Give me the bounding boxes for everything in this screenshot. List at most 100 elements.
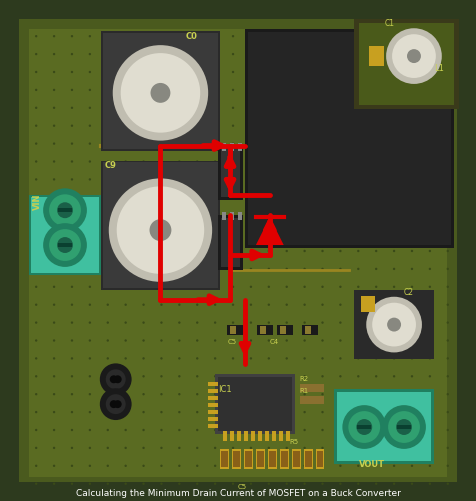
Circle shape — [446, 322, 449, 324]
Bar — [58, 208, 72, 212]
Circle shape — [89, 214, 91, 216]
Circle shape — [35, 35, 38, 38]
Circle shape — [357, 464, 359, 467]
Circle shape — [142, 268, 145, 270]
Circle shape — [339, 71, 342, 73]
Circle shape — [250, 429, 252, 431]
Circle shape — [109, 178, 212, 282]
Circle shape — [372, 303, 416, 347]
Circle shape — [35, 178, 38, 180]
Text: R2: R2 — [299, 376, 309, 382]
Circle shape — [286, 214, 288, 216]
Circle shape — [286, 411, 288, 413]
Circle shape — [232, 357, 234, 360]
Circle shape — [232, 35, 234, 38]
Circle shape — [107, 71, 109, 73]
Circle shape — [89, 339, 91, 342]
Circle shape — [71, 232, 73, 234]
Circle shape — [321, 107, 324, 109]
Circle shape — [214, 375, 216, 377]
Circle shape — [53, 196, 55, 198]
Circle shape — [286, 286, 288, 288]
Circle shape — [196, 304, 198, 306]
Circle shape — [357, 411, 359, 413]
Circle shape — [250, 196, 252, 198]
Circle shape — [178, 339, 180, 342]
Circle shape — [53, 447, 55, 449]
Circle shape — [214, 142, 216, 145]
Circle shape — [160, 447, 163, 449]
Circle shape — [124, 357, 127, 360]
Circle shape — [35, 89, 38, 91]
Bar — [361, 296, 375, 312]
Circle shape — [53, 286, 55, 288]
Circle shape — [178, 375, 180, 377]
Circle shape — [196, 214, 198, 216]
Circle shape — [214, 429, 216, 431]
Circle shape — [411, 196, 413, 198]
Circle shape — [53, 53, 55, 55]
Circle shape — [393, 196, 395, 198]
Circle shape — [411, 250, 413, 252]
Bar — [279, 431, 283, 441]
Circle shape — [35, 447, 38, 449]
Circle shape — [250, 268, 252, 270]
Circle shape — [357, 393, 359, 395]
Circle shape — [160, 196, 163, 198]
Circle shape — [250, 393, 252, 395]
Circle shape — [142, 429, 145, 431]
Circle shape — [53, 268, 55, 270]
Circle shape — [393, 268, 395, 270]
Circle shape — [160, 232, 163, 234]
Circle shape — [268, 286, 270, 288]
Bar — [248, 32, 451, 245]
Circle shape — [71, 71, 73, 73]
Bar — [218, 377, 292, 431]
Circle shape — [71, 411, 73, 413]
Circle shape — [196, 375, 198, 377]
Circle shape — [178, 411, 180, 413]
Circle shape — [339, 232, 342, 234]
Circle shape — [196, 393, 198, 395]
Circle shape — [446, 107, 449, 109]
Bar — [293, 451, 299, 467]
Circle shape — [393, 53, 395, 55]
Circle shape — [196, 89, 198, 91]
Circle shape — [286, 196, 288, 198]
Circle shape — [303, 214, 306, 216]
Circle shape — [160, 160, 163, 163]
Circle shape — [89, 268, 91, 270]
Circle shape — [393, 107, 395, 109]
Circle shape — [250, 160, 252, 163]
Circle shape — [393, 71, 395, 73]
Circle shape — [71, 304, 73, 306]
Bar — [215, 374, 295, 434]
Bar — [218, 146, 243, 200]
Circle shape — [142, 357, 145, 360]
Circle shape — [160, 286, 163, 288]
Circle shape — [357, 71, 359, 73]
Circle shape — [196, 125, 198, 127]
Circle shape — [396, 419, 412, 435]
Circle shape — [268, 196, 270, 198]
Circle shape — [286, 35, 288, 38]
Circle shape — [339, 322, 342, 324]
Circle shape — [107, 196, 109, 198]
Circle shape — [357, 107, 359, 109]
Circle shape — [303, 250, 306, 252]
Circle shape — [375, 339, 377, 342]
Circle shape — [446, 232, 449, 234]
Circle shape — [35, 429, 38, 431]
Circle shape — [71, 268, 73, 270]
Circle shape — [429, 482, 431, 485]
Circle shape — [35, 71, 38, 73]
Circle shape — [446, 447, 449, 449]
Circle shape — [100, 363, 132, 395]
Circle shape — [303, 125, 306, 127]
Circle shape — [107, 178, 109, 180]
Circle shape — [124, 142, 127, 145]
Bar — [354, 20, 459, 109]
Circle shape — [429, 339, 431, 342]
Bar — [233, 451, 240, 467]
Circle shape — [303, 71, 306, 73]
